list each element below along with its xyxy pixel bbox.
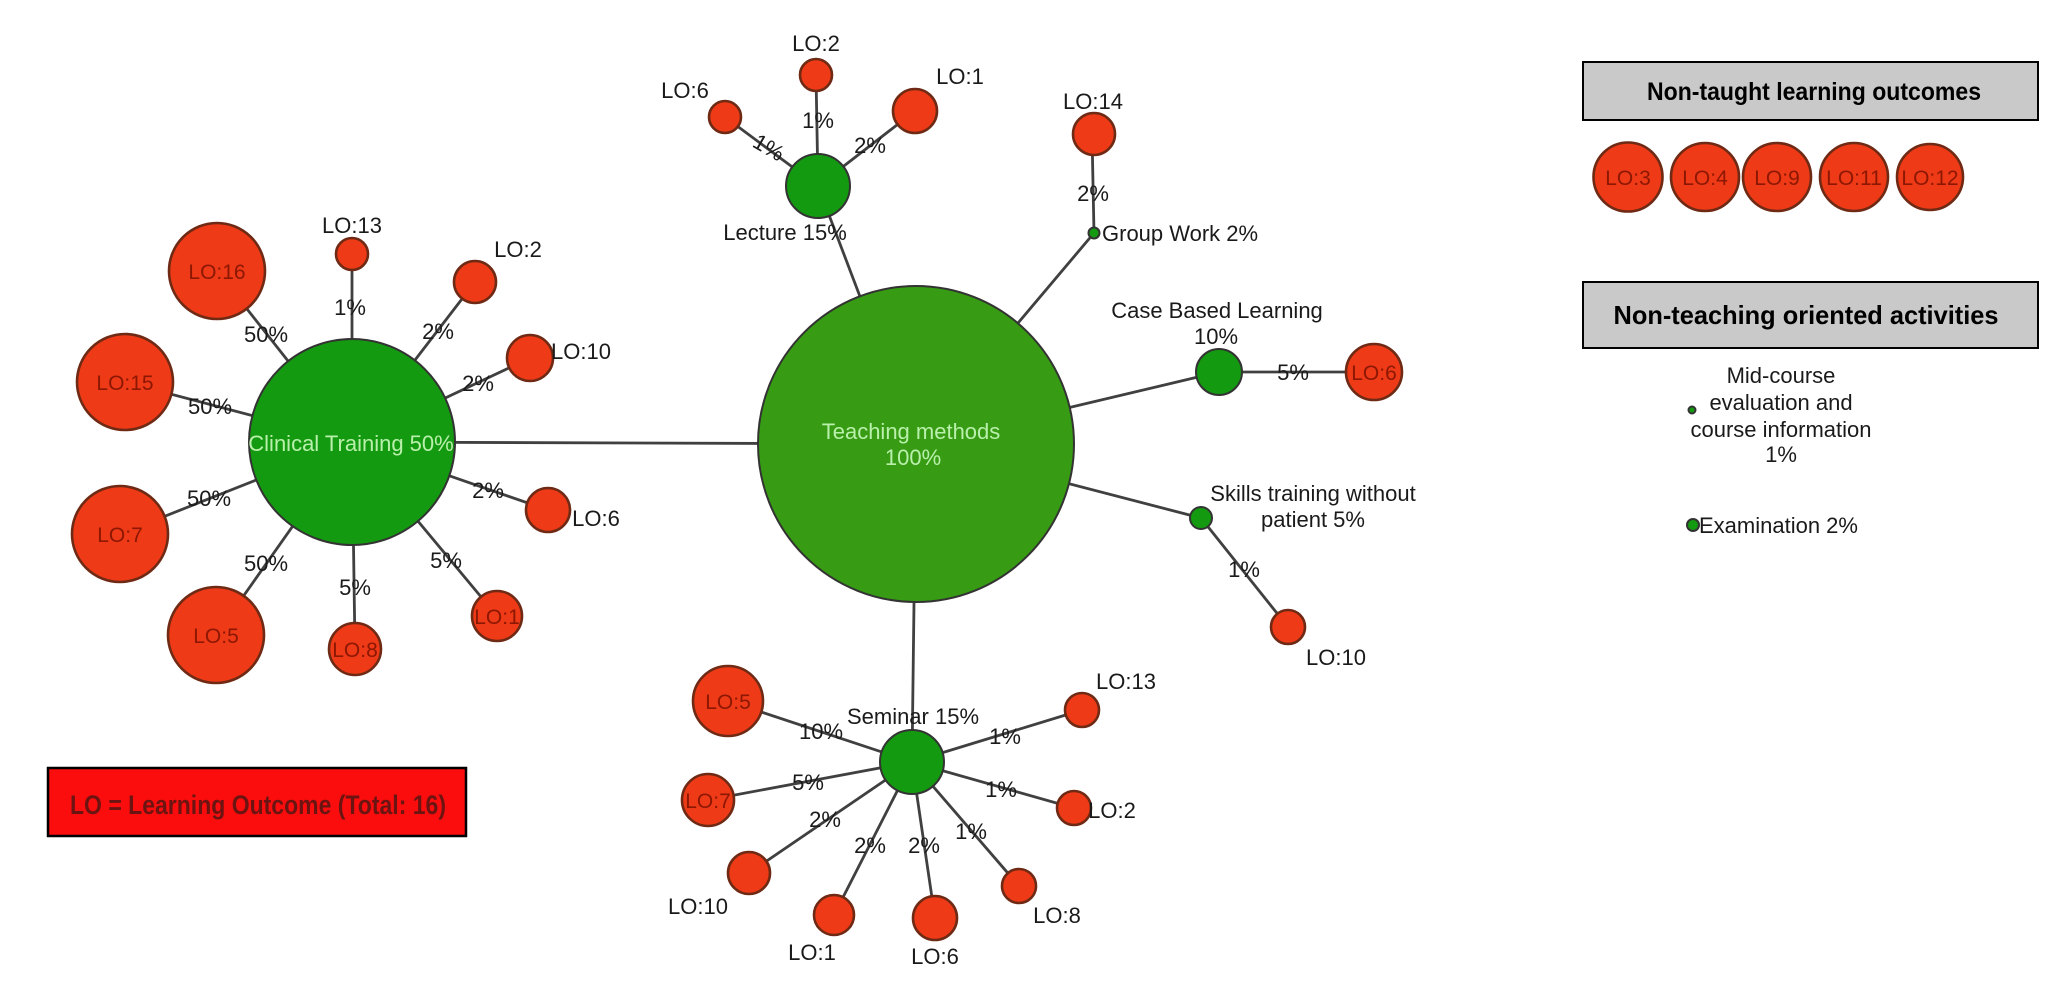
svg-text:Clinical Training 50%: Clinical Training 50% [248,431,453,456]
svg-text:LO:10: LO:10 [551,339,611,364]
svg-text:100%: 100% [885,445,941,470]
svg-text:5%: 5% [430,548,462,573]
svg-text:Case Based Learning: Case Based Learning [1111,298,1323,323]
svg-text:2%: 2% [854,133,886,158]
svg-text:LO:2: LO:2 [494,237,542,262]
svg-text:1%: 1% [985,777,1017,802]
svg-text:LO:14: LO:14 [1063,89,1123,114]
svg-text:5%: 5% [792,770,824,795]
svg-text:LO:2: LO:2 [792,31,840,56]
svg-text:LO:7: LO:7 [97,524,143,547]
svg-text:LO:5: LO:5 [705,691,751,714]
svg-text:2%: 2% [422,319,454,344]
svg-text:Non-teaching oriented activiti: Non-teaching oriented activities [1614,300,1999,330]
svg-text:LO:12: LO:12 [1901,167,1958,190]
svg-text:1%: 1% [802,108,834,133]
svg-text:10%: 10% [799,719,843,744]
svg-text:LO:10: LO:10 [1306,645,1366,670]
svg-text:patient 5%: patient 5% [1261,507,1365,532]
svg-text:LO:6: LO:6 [661,78,709,103]
svg-text:LO:13: LO:13 [1096,669,1156,694]
svg-text:Examination 2%: Examination 2% [1699,513,1858,538]
svg-text:LO:7: LO:7 [685,790,731,813]
svg-text:1%: 1% [955,819,987,844]
svg-text:LO:8: LO:8 [332,639,378,662]
svg-text:2%: 2% [472,478,504,503]
svg-text:1%: 1% [334,295,366,320]
svg-text:Mid-course: Mid-course [1727,363,1836,388]
svg-text:Teaching methods: Teaching methods [822,419,1001,444]
svg-text:5%: 5% [1277,360,1309,385]
svg-text:LO:11: LO:11 [1826,167,1882,190]
svg-text:LO = Learning Outcome (Total:: LO = Learning Outcome (Total: 16) [70,790,446,820]
svg-text:5%: 5% [339,575,371,600]
svg-text:LO:8: LO:8 [1033,903,1081,928]
svg-text:2%: 2% [462,371,494,396]
svg-text:1%: 1% [1765,442,1797,467]
svg-text:50%: 50% [244,322,288,347]
svg-text:LO:1: LO:1 [474,606,520,629]
svg-text:LO:5: LO:5 [193,625,239,648]
svg-text:LO:9: LO:9 [1754,167,1800,190]
svg-text:LO:10: LO:10 [668,894,728,919]
svg-text:50%: 50% [244,551,288,576]
svg-text:2%: 2% [1077,181,1109,206]
svg-text:LO:1: LO:1 [936,64,984,89]
svg-text:LO:16: LO:16 [188,261,245,284]
svg-text:50%: 50% [187,486,231,511]
svg-text:LO:6: LO:6 [1351,362,1397,385]
svg-text:1%: 1% [1228,557,1260,582]
svg-text:LO:3: LO:3 [1605,167,1651,190]
svg-text:Non-taught learning outcomes: Non-taught learning outcomes [1647,78,1981,106]
svg-text:2%: 2% [908,833,940,858]
svg-text:LO:6: LO:6 [572,506,620,531]
svg-text:course information: course information [1691,417,1872,442]
svg-text:50%: 50% [188,394,232,419]
svg-text:Seminar 15%: Seminar 15% [847,704,979,729]
svg-text:Group Work 2%: Group Work 2% [1102,221,1258,246]
svg-text:LO:4: LO:4 [1682,167,1728,190]
svg-text:LO:15: LO:15 [96,372,153,395]
svg-text:2%: 2% [809,807,841,832]
svg-text:10%: 10% [1194,324,1238,349]
svg-text:LO:13: LO:13 [322,213,382,238]
svg-text:Lecture 15%: Lecture 15% [723,220,847,245]
svg-text:Skills training without: Skills training without [1210,481,1415,506]
svg-text:LO:6: LO:6 [911,944,959,969]
svg-text:evaluation and: evaluation and [1709,390,1852,415]
svg-text:LO:1: LO:1 [788,940,836,965]
svg-text:1%: 1% [989,724,1021,749]
svg-text:LO:2: LO:2 [1088,798,1136,823]
svg-text:2%: 2% [854,833,886,858]
